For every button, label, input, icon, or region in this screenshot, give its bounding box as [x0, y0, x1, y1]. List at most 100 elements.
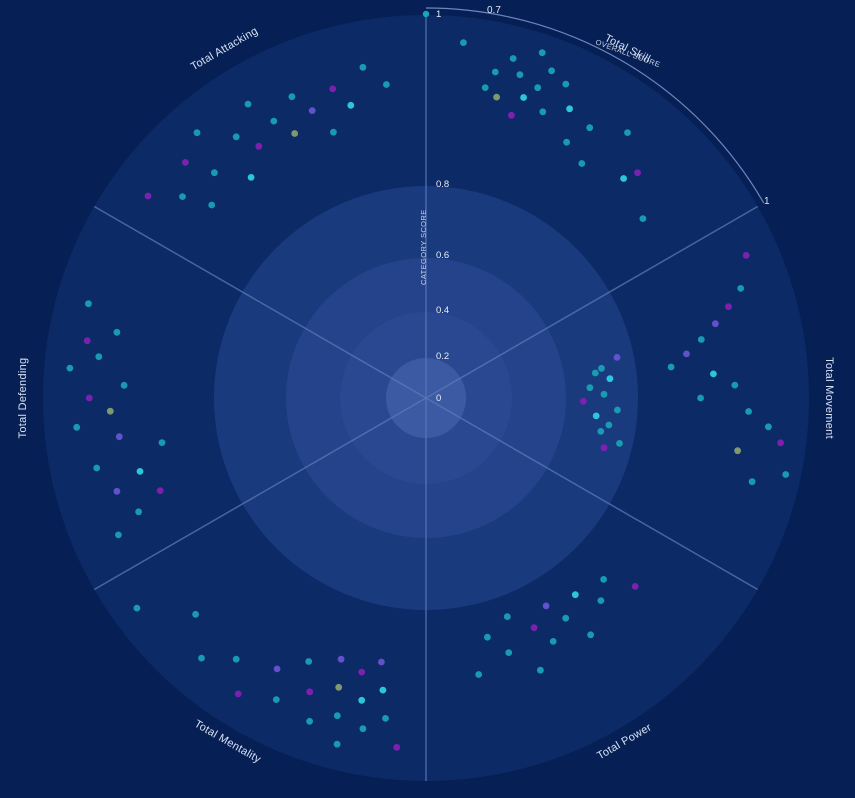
axis-line-5 [93, 205, 427, 399]
data-point-9 [534, 84, 542, 92]
data-point-70 [358, 668, 366, 676]
data-point-106 [211, 169, 218, 177]
data-point-38 [606, 375, 614, 383]
data-point-10 [548, 67, 555, 75]
data-point-42 [614, 406, 621, 414]
data-point-1 [481, 84, 489, 91]
data-point-93 [73, 423, 81, 431]
data-point-0 [460, 39, 467, 46]
data-point-17 [624, 129, 631, 137]
data-point-20 [639, 215, 647, 223]
data-point-37 [591, 369, 599, 377]
data-point-79 [273, 665, 281, 673]
data-point-22 [737, 285, 745, 292]
data-point-21 [742, 252, 750, 259]
data-points [66, 39, 790, 751]
data-point-15 [586, 124, 594, 132]
data-point-115 [308, 107, 316, 114]
data-point-4 [509, 55, 517, 62]
data-point-2 [491, 68, 499, 76]
data-point-91 [158, 439, 166, 446]
data-point-3 [493, 93, 500, 101]
data-point-111 [244, 100, 252, 108]
data-point-5 [516, 71, 524, 79]
data-point-117 [329, 85, 337, 93]
data-point-63 [475, 671, 483, 678]
data-point-110 [255, 142, 263, 150]
data-point-13 [566, 105, 573, 113]
data-point-119 [359, 63, 367, 71]
axis-line-4 [93, 397, 427, 591]
data-point-12 [562, 80, 570, 88]
data-point-88 [113, 487, 121, 495]
data-point-46 [598, 364, 605, 372]
data-point-47 [597, 428, 605, 435]
data-point-30 [697, 394, 704, 402]
data-point-6 [508, 111, 515, 119]
category-axes [93, 15, 759, 781]
data-point-114 [288, 93, 296, 101]
data-point-18 [620, 175, 627, 182]
data-point-82 [198, 654, 205, 662]
data-point-60 [503, 613, 511, 620]
radial-tick-0: 0 [436, 393, 441, 404]
data-point-8 [538, 49, 546, 57]
data-point-74 [337, 655, 345, 663]
data-point-49 [600, 444, 608, 452]
data-point-72 [333, 712, 341, 720]
data-point-76 [306, 688, 314, 696]
data-point-90 [93, 464, 101, 472]
data-point-107 [193, 129, 201, 137]
data-point-28 [710, 370, 717, 378]
data-point-94 [106, 407, 114, 415]
data-point-75 [306, 717, 313, 725]
data-point-69 [358, 696, 366, 704]
axis-line-1 [425, 205, 759, 399]
radial-tick-0.8: 0.8 [436, 179, 449, 190]
data-point-23 [725, 303, 732, 311]
data-point-120 [383, 81, 390, 88]
data-point-77 [305, 658, 313, 665]
radial-tick-labels: 0 0.2 0.4 0.6 0.8 1 [436, 9, 449, 404]
data-point-61 [505, 649, 513, 656]
data-point-52 [597, 597, 605, 604]
data-point-58 [530, 624, 538, 632]
data-point-85 [115, 531, 122, 539]
data-point-64 [393, 743, 401, 751]
data-point-62 [484, 633, 491, 641]
data-point-105 [182, 159, 189, 166]
data-point-59 [537, 666, 544, 674]
radial-tick-1: 1 [436, 9, 441, 20]
data-point-89 [136, 468, 144, 475]
radial-tick-0.6: 0.6 [436, 250, 449, 261]
data-point-45 [613, 354, 621, 361]
axis-line-2 [425, 397, 759, 591]
data-point-78 [272, 696, 280, 703]
data-point-84 [133, 604, 141, 612]
data-point-108 [247, 174, 255, 181]
category-label-4: Total Defending [17, 358, 29, 439]
data-point-48 [616, 440, 623, 447]
overall-score-arc [422, 7, 765, 204]
data-point-54 [587, 631, 594, 639]
data-point-104 [208, 201, 216, 209]
data-point-35 [782, 471, 790, 478]
radial-tick-0.2: 0.2 [436, 351, 449, 362]
data-point-101 [85, 300, 92, 308]
data-point-67 [378, 658, 385, 666]
overall-score-start-label: 0.7 [487, 5, 501, 16]
data-point-44 [605, 421, 613, 429]
data-point-112 [270, 117, 278, 125]
data-point-81 [232, 655, 240, 663]
arc-start-marker [422, 10, 430, 18]
data-point-31 [745, 408, 752, 415]
data-point-71 [333, 740, 341, 748]
data-point-68 [359, 725, 367, 733]
data-point-39 [586, 384, 594, 392]
radial-tick-0.4: 0.4 [436, 305, 449, 316]
data-point-41 [579, 397, 587, 405]
data-point-11 [539, 108, 547, 116]
data-point-96 [120, 381, 128, 389]
data-point-99 [83, 337, 91, 345]
